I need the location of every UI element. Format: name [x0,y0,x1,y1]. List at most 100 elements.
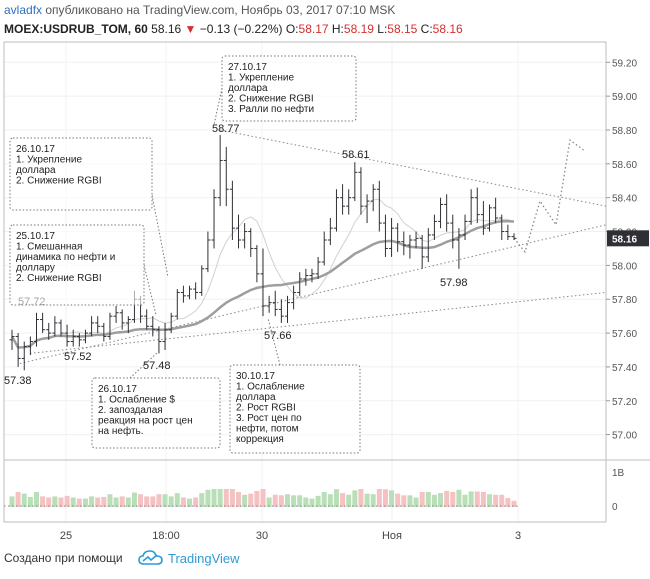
candle [15,333,21,367]
annotation-line: 2. Снижение RGBI [16,176,102,187]
axes: 59.2059.0058.8058.6058.4058.2058.0057.80… [60,58,649,542]
tradingview-brand: TradingView [168,550,240,566]
volume-bar [284,494,290,507]
volume-bar [395,493,401,507]
candle [376,180,382,232]
annotation-text: 26.10.17 1. Укрепление доллара 2. Снижение … [16,144,102,187]
candle [462,214,468,240]
candle [419,234,425,269]
candle [21,341,27,371]
volume-bar [211,489,217,507]
volume-tick-label: 0 [612,502,618,513]
volume-bar [217,489,223,507]
volume-bar [499,494,505,507]
candle [309,268,315,283]
publish-info: опубликовано на TradingView.com, Ноябрь … [45,3,396,17]
trend-lines [19,129,607,365]
candle [9,329,15,350]
candle [229,180,235,240]
candle [242,223,248,249]
volume-bar [260,489,266,507]
upper-trendline [219,129,607,207]
annotation-box [229,364,361,454]
candle [101,322,107,342]
candle [444,194,450,232]
annotation-line: доллара [236,392,276,403]
volume-bar [101,496,107,507]
author-link[interactable]: avladfx [4,3,43,17]
down-arrow-icon: ▼ [184,22,197,36]
candle [413,231,419,249]
volume-bar [505,498,511,507]
volume-bar [346,494,352,507]
y-tick-label: 57.60 [612,329,637,340]
candle [511,233,517,240]
volume-bar [370,494,376,507]
candle [223,146,229,207]
x-tick-label: 25 [60,530,72,542]
candle [33,312,39,347]
annotation-line: 1. Смешанная [16,242,82,253]
annotation-pointer [267,317,281,366]
volume-bar [419,492,425,507]
tradingview-logo[interactable]: TradingView [138,549,240,567]
y-tick-label: 57.00 [612,431,637,442]
volume-bar [125,497,131,507]
candle [150,316,156,337]
volume-bar [229,489,235,507]
open-label: O: [285,22,299,36]
volume-bar [493,494,499,507]
candle [425,228,431,262]
volume-bar [187,498,193,507]
price-label: 57.98 [440,277,468,289]
volume-bar [444,490,450,507]
y-tick-label: 58.80 [612,126,637,137]
volume-bar [462,494,468,507]
candle [156,326,162,354]
volume-bar [205,489,211,507]
candle [187,285,193,300]
close-value: 58.16 [432,22,463,36]
y-tick-label: 57.40 [612,363,637,374]
volume-bar [52,496,58,507]
candle [340,184,346,215]
candle [107,312,113,340]
volume-bar [352,490,358,507]
open-value: 58.17 [298,22,329,36]
candle [327,218,333,246]
symbol-name: MOEX:USDRUB_TOM, 60 [4,22,148,36]
candle [180,285,186,303]
candle [248,228,254,257]
volume-bar [450,492,456,507]
price-label: 58.61 [342,149,370,161]
volume-bar [223,489,229,507]
candle [474,187,480,224]
volume-bar [193,497,199,507]
volume-bar [64,495,70,507]
volume-bar [456,489,462,507]
candle [431,214,437,240]
volume-bar [309,498,315,507]
candle [144,309,150,330]
candle [370,184,376,212]
volume-bar [21,493,27,507]
x-tick-label: 3 [515,530,521,542]
annotation-box [9,224,145,306]
volume-bar [144,496,150,507]
candle [407,234,413,259]
annotation-line: 1. Укрепление [16,155,82,166]
candle [168,312,174,334]
symbol-line: MOEX:USDRUB_TOM, 60 58.16 ▼ −0.13 (−0.22… [4,22,463,36]
candle [254,245,260,283]
price-label: 58.77 [212,123,240,135]
annotation-line: 2. запоздалая [98,405,163,416]
volume-bar [40,496,46,507]
volume-bar [168,496,174,507]
annotation-line: доллару [16,263,55,274]
publish-line: avladfx опубликовано на TradingView.com,… [4,3,395,17]
annotation-line: реакция на рост цен [98,416,193,427]
candle [389,218,395,257]
volume-bar [95,497,101,507]
tradingview-cloud-icon [138,550,163,565]
